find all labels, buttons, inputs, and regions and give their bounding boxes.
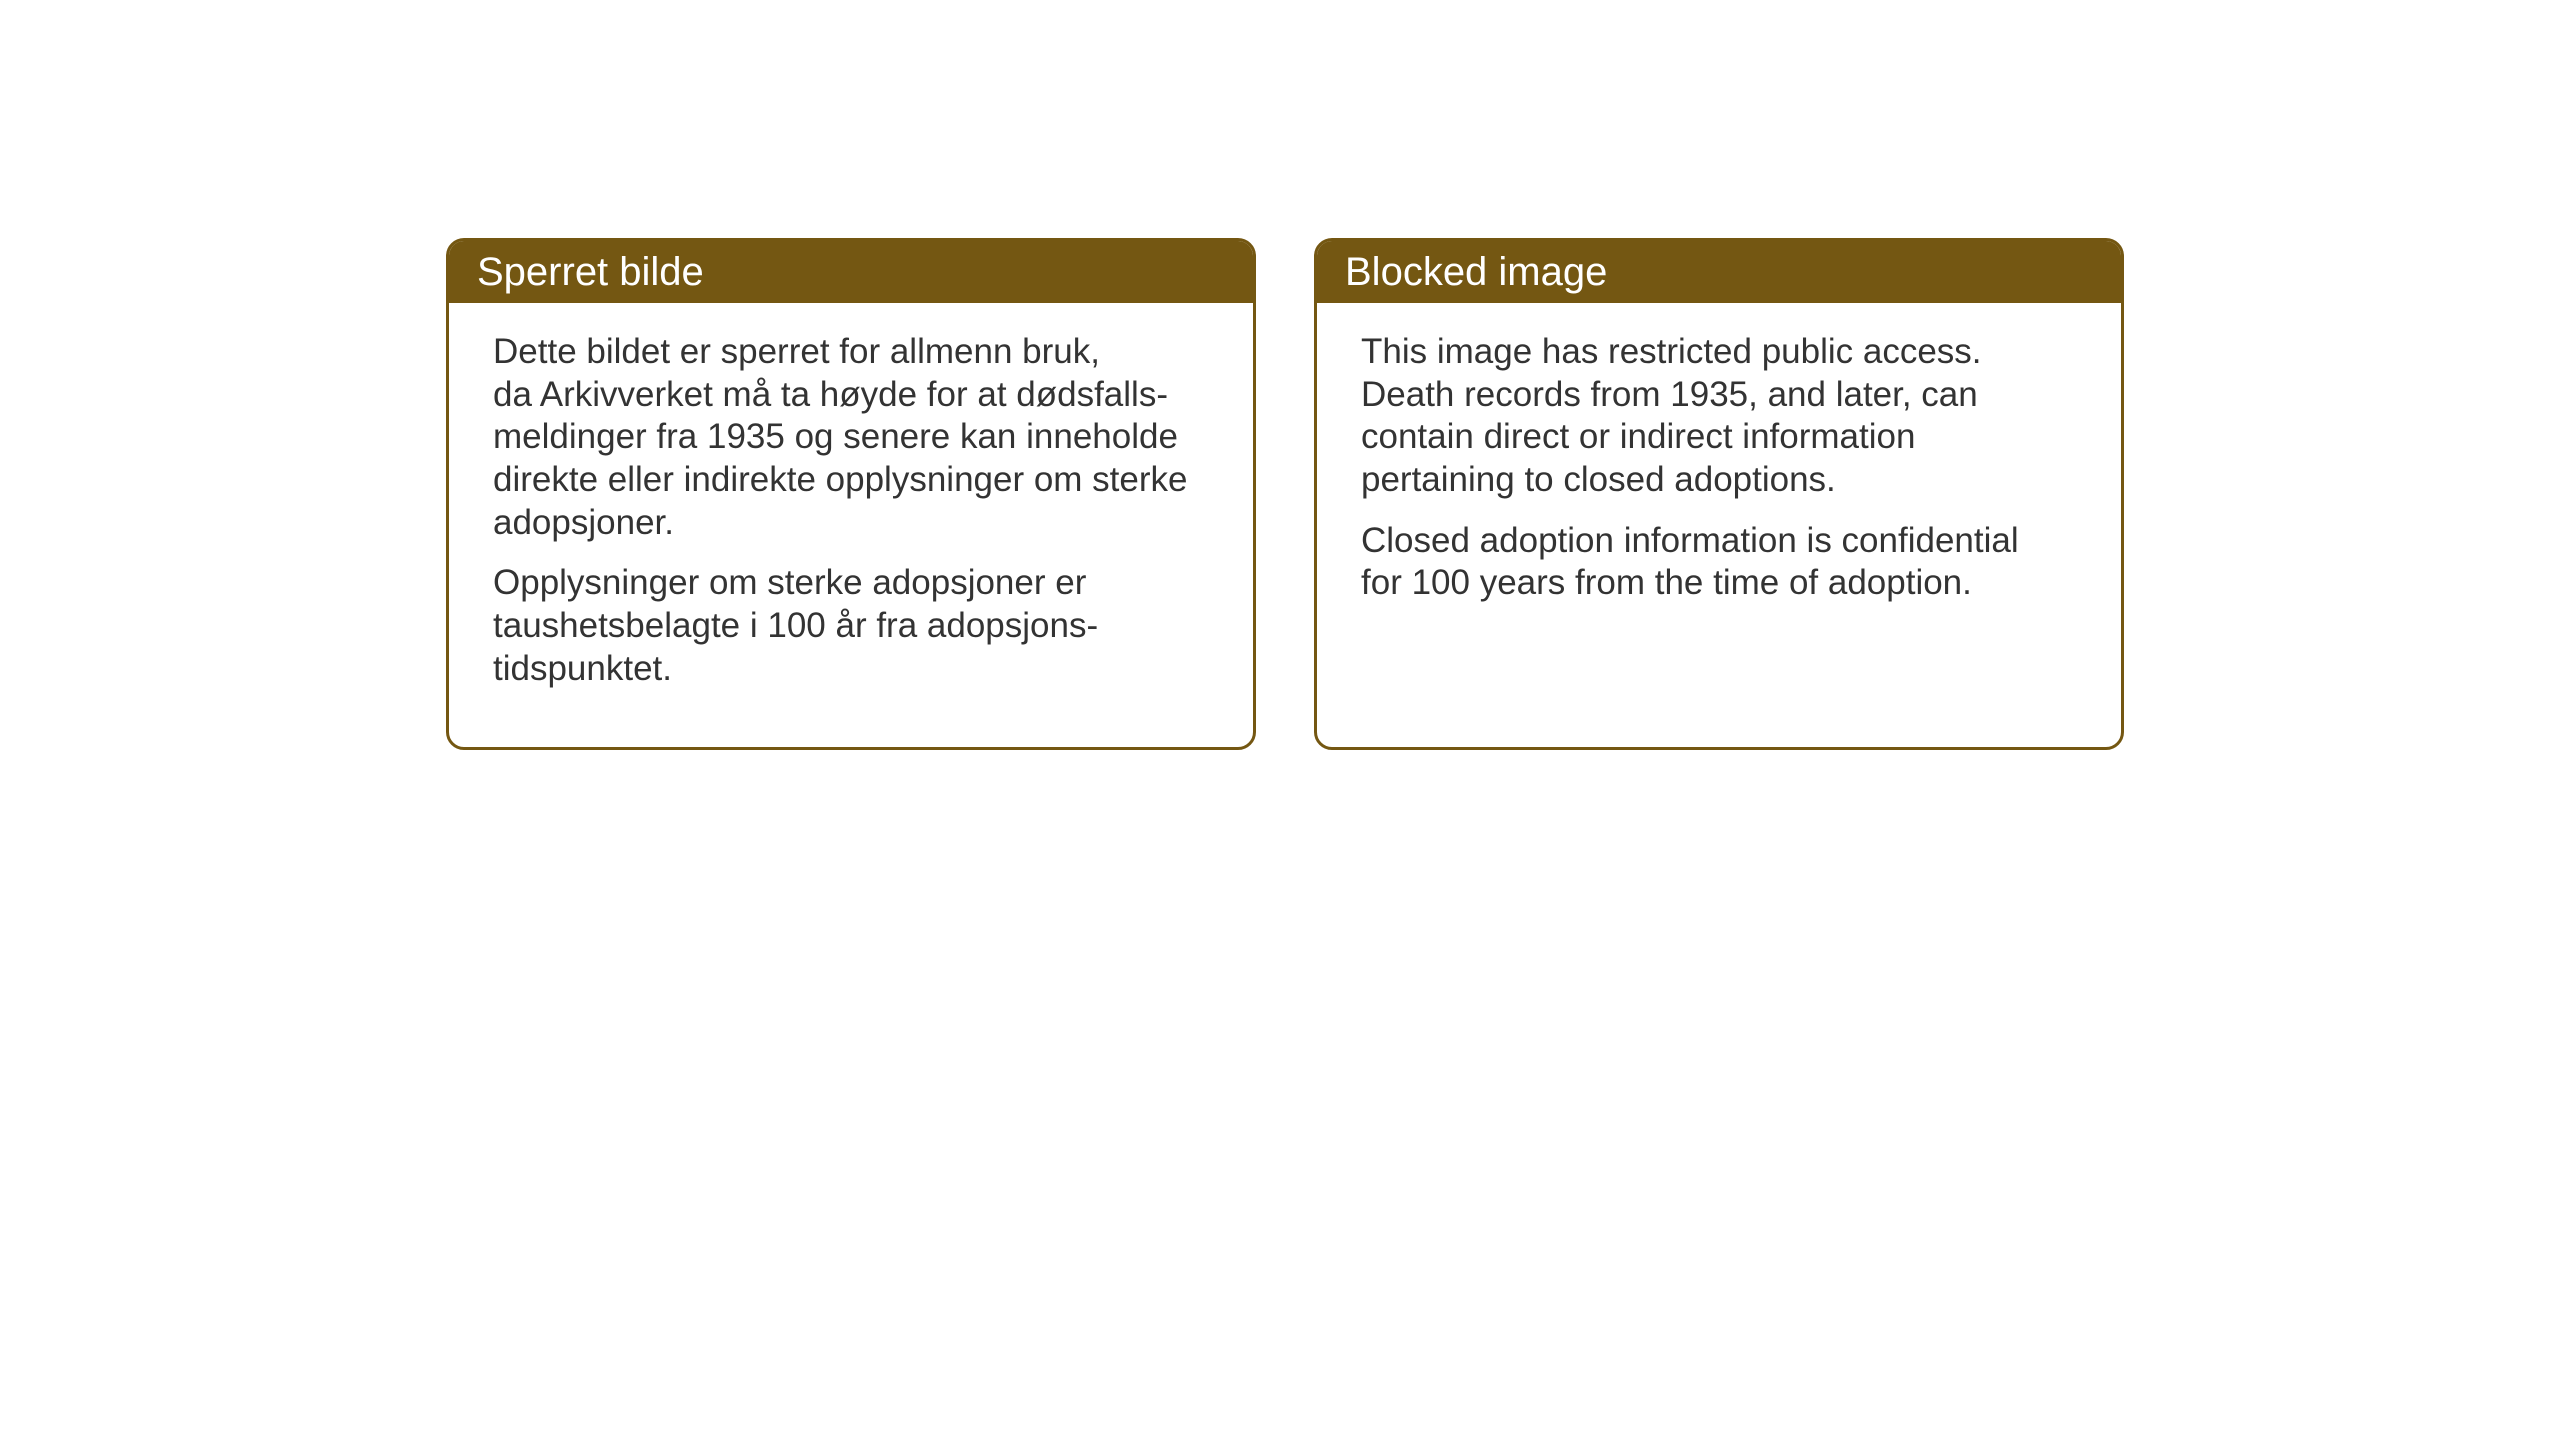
norwegian-card-body: Dette bildet er sperret for allmenn bruk… — [449, 303, 1253, 719]
english-paragraph-1: This image has restricted public access.… — [1361, 331, 2077, 502]
english-card-body: This image has restricted public access.… — [1317, 303, 2121, 633]
english-card-header: Blocked image — [1317, 241, 2121, 303]
norwegian-card-title: Sperret bilde — [477, 250, 704, 295]
cards-container: Sperret bilde Dette bildet er sperret fo… — [446, 238, 2124, 750]
norwegian-paragraph-2: Opplysninger om sterke adopsjoner er tau… — [493, 562, 1209, 690]
english-paragraph-2: Closed adoption information is confident… — [1361, 520, 2077, 605]
norwegian-paragraph-1: Dette bildet er sperret for allmenn bruk… — [493, 331, 1209, 544]
norwegian-card-header: Sperret bilde — [449, 241, 1253, 303]
norwegian-card: Sperret bilde Dette bildet er sperret fo… — [446, 238, 1256, 750]
english-card-title: Blocked image — [1345, 250, 1607, 295]
english-card: Blocked image This image has restricted … — [1314, 238, 2124, 750]
